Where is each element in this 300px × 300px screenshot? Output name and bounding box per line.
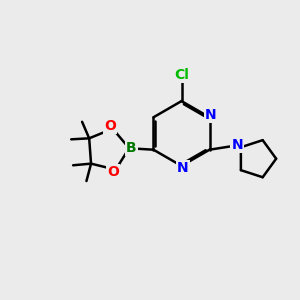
Text: B: B bbox=[126, 141, 137, 155]
Text: O: O bbox=[107, 165, 119, 179]
Text: N: N bbox=[205, 108, 217, 122]
Text: Cl: Cl bbox=[174, 68, 189, 82]
Text: O: O bbox=[104, 119, 116, 133]
Text: N: N bbox=[177, 161, 189, 175]
Text: N: N bbox=[232, 138, 243, 152]
